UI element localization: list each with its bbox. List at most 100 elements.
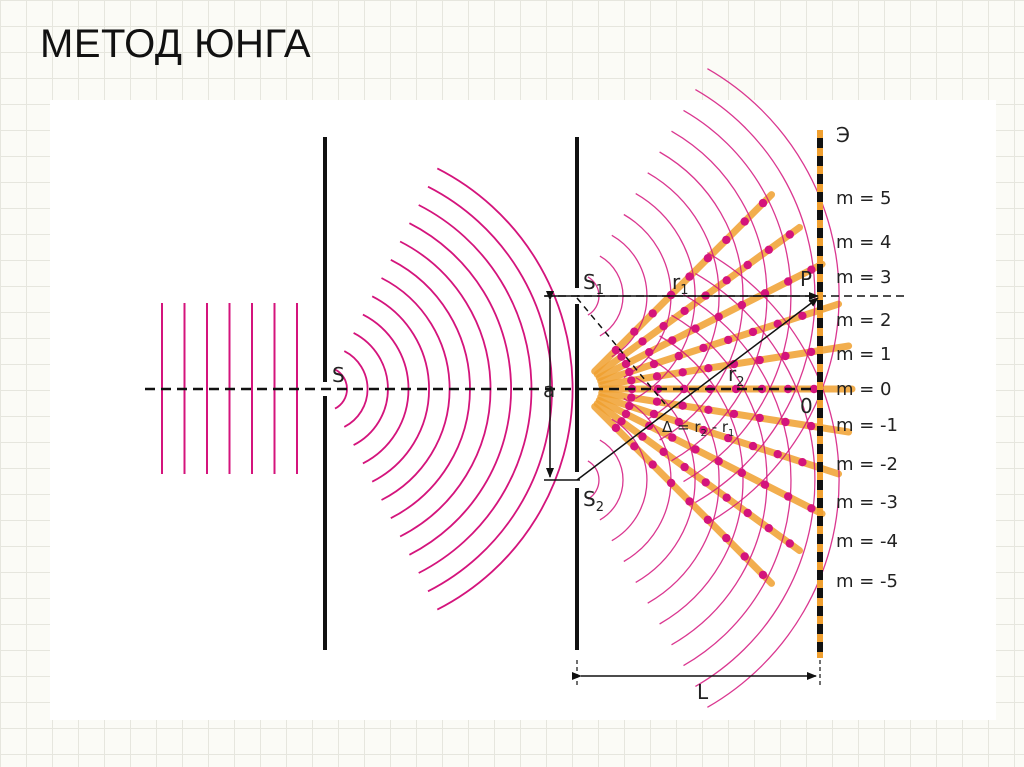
intersection-dot — [611, 423, 621, 433]
intersection-dot — [668, 336, 677, 345]
intersection-dot — [724, 433, 733, 443]
intersection-dot — [755, 413, 764, 423]
intersection-dot — [722, 533, 731, 543]
diverging-wavefront — [343, 350, 369, 428]
intersection-dot — [785, 539, 794, 548]
diverging-wavefront — [371, 295, 430, 483]
slit-wavefront — [635, 377, 696, 583]
intersection-dot — [649, 359, 659, 369]
intersection-dot — [737, 300, 747, 310]
intersection-dot — [701, 478, 710, 487]
order-label: m = 3 — [836, 267, 892, 288]
order-label: m = -4 — [836, 531, 898, 552]
intersection-dot — [674, 351, 683, 361]
intersection-dot — [704, 405, 713, 414]
slit-wavefront — [671, 314, 768, 646]
intersection-dot — [807, 504, 816, 513]
intersection-dot — [722, 276, 731, 285]
intersection-dot — [773, 319, 782, 328]
distance-label: L — [697, 680, 709, 704]
intersection-dot — [630, 327, 639, 336]
path-difference-line — [576, 297, 666, 405]
slit-wavefront — [695, 273, 816, 687]
intersection-dot — [729, 409, 739, 419]
intersection-dot — [680, 462, 689, 472]
intersection-dot — [748, 327, 758, 337]
diverging-waves — [334, 167, 574, 611]
intersection-dot — [748, 441, 758, 451]
intersection-dot — [755, 355, 764, 365]
intersection-dot — [781, 417, 790, 427]
order-label: m = -1 — [836, 415, 898, 436]
slit-wavefront — [647, 356, 720, 604]
intersection-dot — [666, 478, 676, 488]
intersection-dot — [625, 401, 634, 411]
intersection-dot — [714, 312, 723, 321]
intersection-dot — [666, 290, 676, 300]
intersection-dot — [806, 421, 816, 431]
intersection-dot — [781, 351, 790, 361]
intersection-dot — [627, 376, 636, 385]
order-label: m = 0 — [836, 379, 892, 400]
r1-label: r1 — [672, 270, 689, 298]
intersection-dot — [703, 254, 713, 263]
slit-wavefront — [683, 293, 792, 667]
intersection-dot — [807, 265, 816, 274]
intersection-dot — [722, 235, 731, 245]
intersection-dot — [625, 367, 634, 377]
slit-wavefront — [587, 460, 600, 500]
intersection-dot — [806, 347, 816, 357]
intersection-dot — [731, 384, 741, 394]
intersection-dot — [722, 493, 731, 502]
intersection-dot — [737, 468, 747, 478]
intersection-dot — [617, 417, 626, 426]
slit-wavefront — [707, 68, 840, 524]
intersection-dot — [621, 359, 631, 369]
diverging-wavefront — [408, 222, 512, 556]
intersection-dot — [758, 198, 768, 208]
intersection-dot — [784, 492, 793, 501]
intersection-dot — [678, 401, 687, 410]
path-difference-label: Δ = r2 - r1 — [662, 418, 734, 439]
intersection-dots — [611, 198, 819, 580]
intersection-dot — [764, 524, 773, 533]
intersection-dot — [743, 260, 752, 270]
ray-r2 — [576, 297, 819, 481]
intersection-dot — [758, 570, 768, 580]
intersection-dot — [743, 508, 752, 518]
intersection-dot — [668, 433, 677, 442]
intersection-dot — [729, 359, 739, 369]
r2-label: r2 — [728, 362, 745, 390]
intersection-dot — [611, 345, 621, 355]
slit-wavefront — [611, 418, 648, 542]
slit-wavefront — [659, 335, 744, 625]
diverging-wavefront — [399, 240, 492, 538]
intersection-dot — [785, 230, 794, 239]
intersection-dot — [627, 393, 636, 402]
intersection-dot — [621, 409, 631, 419]
intersection-dot — [652, 397, 662, 406]
order-labels: m = 5 m = 4 m = 3 m = 2 m = 1 m = 0 m = … — [836, 188, 898, 592]
intersection-dot — [648, 460, 657, 469]
source-label: S — [332, 363, 345, 387]
intersection-dot — [704, 364, 713, 373]
intersection-dot — [699, 425, 708, 435]
intersection-dot — [679, 384, 689, 394]
intersection-dot — [798, 311, 807, 320]
intersection-dot — [645, 348, 654, 357]
point-p-label: P — [800, 267, 812, 291]
order-label: m = -3 — [836, 492, 898, 513]
intersection-dot — [685, 272, 694, 281]
slide-title: МЕТОД ЮНГА — [40, 22, 312, 66]
intersection-dot — [659, 447, 668, 457]
intersection-dot — [674, 417, 683, 427]
order-label: m = -2 — [836, 454, 898, 475]
screen-label: Э — [836, 123, 850, 147]
intersection-dot — [784, 277, 793, 286]
intersection-dot — [648, 309, 657, 318]
separation-label: a — [543, 378, 555, 402]
intersection-dot — [630, 442, 639, 451]
slit-wavefront — [707, 252, 840, 708]
intersection-dot — [760, 480, 770, 489]
slit1-label: S1 — [583, 270, 604, 298]
